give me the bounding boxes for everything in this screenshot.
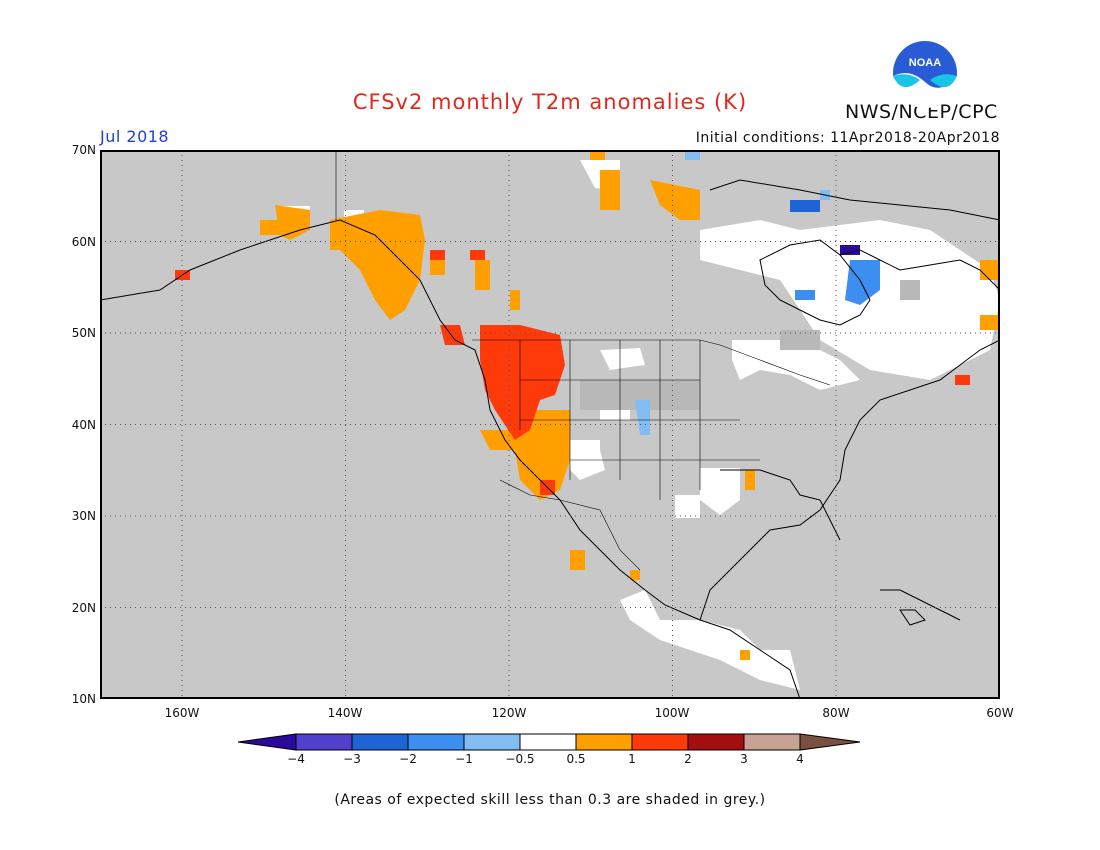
colorbar-label: 4 [796, 752, 804, 766]
colorbar-swatch [463, 733, 521, 751]
colorbar-label: −2 [399, 752, 417, 766]
colorbar-label: 3 [740, 752, 748, 766]
colorbar-arrow-left [238, 733, 297, 751]
colorbar-label: −4 [287, 752, 305, 766]
lat-label: 30N [71, 509, 96, 523]
lon-label: 60W [986, 706, 1014, 720]
lat-label: 60N [71, 235, 96, 249]
colorbar-label: 0.5 [566, 752, 586, 766]
agency-label: NWS/NCEP/CPC [845, 101, 998, 123]
colorbar-swatch [687, 733, 745, 751]
colorbar-swatch [575, 733, 633, 751]
lon-label: 80W [822, 706, 850, 720]
map-border [100, 150, 1000, 699]
forecast-month: Jul 2018 [100, 127, 170, 146]
colorbar-swatch [407, 733, 465, 751]
lon-label: 120W [491, 706, 527, 720]
forecast-map [100, 150, 1000, 699]
colorbar-label: 1 [628, 752, 636, 766]
colorbar-swatch [351, 733, 409, 751]
noaa-logo-text: NOAA [909, 57, 941, 69]
lon-label: 160W [164, 706, 200, 720]
lat-label: 40N [71, 418, 96, 432]
lon-label: 140W [327, 706, 363, 720]
colorbar-arrow-right [799, 733, 861, 751]
grey-patches [580, 280, 920, 410]
initial-conditions: Initial conditions: 11Apr2018-20Apr2018 [695, 130, 1000, 146]
noaa-logo: NOAA [893, 41, 957, 108]
strong-warm-anomaly-areas [175, 250, 970, 495]
colorbar-swatch [631, 733, 689, 751]
lat-label: 70N [71, 143, 96, 157]
cold-anomaly-areas [635, 150, 880, 435]
colorbar-label: −1 [455, 752, 473, 766]
colorbar-label: −3 [343, 752, 361, 766]
colorbar-label: −0.5 [505, 752, 535, 766]
lat-label: 20N [71, 601, 96, 615]
lat-label: 50N [71, 326, 96, 340]
colorbar-label: 2 [684, 752, 692, 766]
colorbar-swatch [519, 733, 577, 751]
lon-label: 100W [654, 706, 690, 720]
colorbar-swatch [743, 733, 801, 751]
coastlines [100, 179, 1000, 699]
chart-title: CFSv2 monthly T2m anomalies (K) [352, 90, 748, 114]
political-borders [335, 150, 831, 571]
color-bar [238, 733, 861, 751]
colorbar-swatch [295, 733, 353, 751]
gridlines [100, 150, 1000, 699]
skill-footnote: (Areas of expected skill less than 0.3 a… [334, 792, 766, 808]
lat-label: 10N [71, 692, 96, 706]
